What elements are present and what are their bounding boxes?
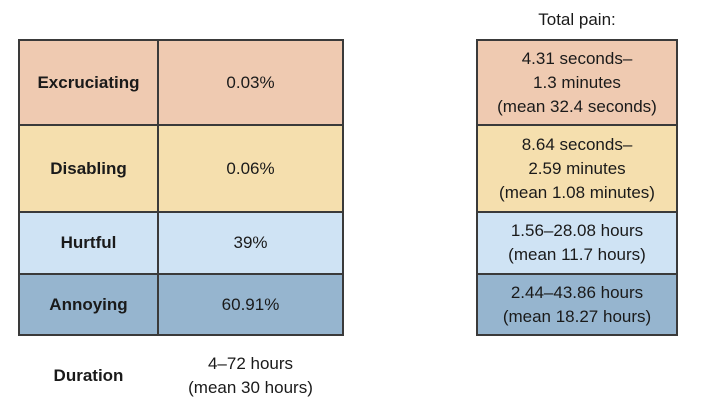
row-label-hurtful: Hurtful xyxy=(18,211,159,275)
duration-line-1: 4–72 hours xyxy=(207,354,294,373)
row-value-text: 0.06% xyxy=(226,158,275,178)
total-pain-disabling: 8.64 seconds– 2.59 minutes (mean 1.08 mi… xyxy=(476,124,678,213)
row-label-text: Hurtful xyxy=(60,233,117,252)
total-pain-line: (mean 11.7 hours) xyxy=(508,245,646,264)
duration-label-text: Duration xyxy=(53,366,124,385)
row-value-text: 60.91% xyxy=(221,294,280,314)
total-pain-annoying: 2.44–43.86 hours (mean 18.27 hours) xyxy=(476,273,678,336)
row-label-annoying: Annoying xyxy=(18,273,159,336)
row-value-text: 39% xyxy=(233,233,268,252)
duration-line-2: (mean 30 hours) xyxy=(188,378,313,397)
row-label-text: Disabling xyxy=(50,158,127,178)
total-pain-excruciating: 4.31 seconds– 1.3 minutes (mean 32.4 sec… xyxy=(476,39,678,126)
total-pain-line: 2.59 minutes xyxy=(528,158,626,178)
row-value-annoying: 60.91% xyxy=(157,273,344,336)
row-value-text: 0.03% xyxy=(226,72,275,92)
row-value-disabling: 0.06% xyxy=(157,124,344,213)
row-value-excruciating: 0.03% xyxy=(157,39,344,126)
total-pain-line: (mean 1.08 minutes) xyxy=(499,182,655,202)
row-label-disabling: Disabling xyxy=(18,124,159,213)
total-pain-line: 1.56–28.08 hours xyxy=(510,221,644,240)
total-pain-line: (mean 32.4 seconds) xyxy=(497,96,657,116)
duration-label: Duration xyxy=(18,346,159,406)
total-pain-line: 8.64 seconds– xyxy=(521,134,633,154)
row-label-text: Excruciating xyxy=(37,72,140,92)
total-pain-title: Total pain: xyxy=(476,6,678,34)
row-value-hurtful: 39% xyxy=(157,211,344,275)
total-pain-line: (mean 18.27 hours) xyxy=(502,306,652,326)
total-pain-hurtful: 1.56–28.08 hours (mean 11.7 hours) xyxy=(476,211,678,275)
total-pain-line: 2.44–43.86 hours xyxy=(510,282,644,302)
duration-value: 4–72 hours (mean 30 hours) xyxy=(157,346,344,406)
total-pain-line: 1.3 minutes xyxy=(533,72,621,92)
total-pain-title-text: Total pain: xyxy=(538,10,616,29)
row-label-excruciating: Excruciating xyxy=(18,39,159,126)
row-label-text: Annoying xyxy=(49,294,128,314)
total-pain-line: 4.31 seconds– xyxy=(521,48,633,68)
